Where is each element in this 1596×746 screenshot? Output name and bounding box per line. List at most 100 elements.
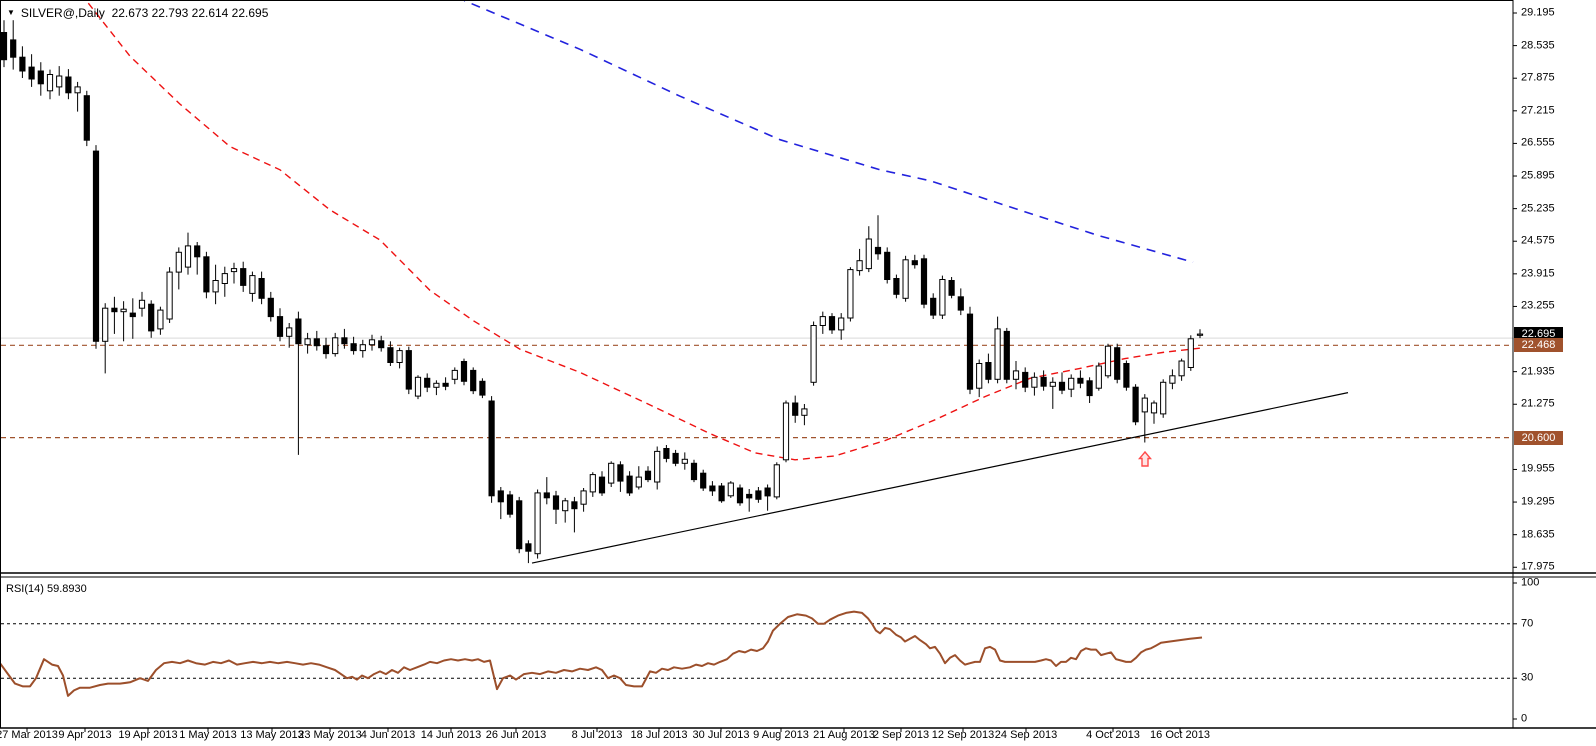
candle-body-bear [424, 377, 431, 388]
candle-body-bull [994, 328, 1001, 380]
candle-body-bull [681, 458, 688, 464]
candle-body-bull [46, 74, 54, 92]
candle-body-bull [1031, 376, 1038, 388]
candle-body-bear [663, 448, 670, 459]
candle-body-bear [1114, 347, 1121, 380]
candle-body-bull [782, 402, 790, 461]
candle-body-bull [56, 75, 63, 88]
candle-body-bull [230, 268, 238, 273]
candle-body-bull [249, 275, 256, 294]
candle-body-bull [1160, 381, 1167, 415]
candle-body-bear [911, 260, 918, 266]
candle-body-bear [552, 495, 560, 510]
candle-body-bear [957, 296, 964, 311]
candle-body-bear [111, 307, 118, 313]
candle-body-bear [276, 316, 284, 337]
candle-body-bull [1141, 397, 1148, 413]
candle-body-bull [1012, 370, 1020, 380]
candle-body-bear [617, 464, 624, 482]
candle-body-bear [313, 338, 320, 347]
candle-body-bull [1095, 365, 1102, 389]
candle-body-bull [810, 325, 817, 383]
support-trendline [531, 392, 1349, 564]
candle-body-bull [865, 238, 872, 270]
candle-body-bear [543, 492, 550, 499]
candle-body-bear [516, 500, 523, 550]
candle-body-bear [470, 369, 477, 392]
candle-body-bear [1077, 377, 1084, 384]
candle-body-bull [74, 86, 81, 94]
candle-body-bull [120, 308, 127, 313]
candle-body-bear [598, 476, 606, 494]
candle-body-bull [359, 344, 366, 352]
candle-body-bear [488, 400, 495, 497]
candle-body-bear [985, 362, 992, 380]
candle-body-bear [893, 278, 900, 295]
ma-slow-blue-line [463, 1, 1194, 263]
candle-body-bull [635, 476, 642, 488]
candle-body-bull [1049, 381, 1056, 387]
candle-body-bull [332, 337, 339, 355]
candle-body-bull [1169, 375, 1176, 384]
candle-body-bull [838, 317, 845, 331]
candle-body-bear [506, 494, 514, 515]
candle-body-bear [764, 487, 771, 497]
candle-body-bull [433, 382, 440, 388]
candle-body-bull [414, 376, 422, 397]
candle-body-bear [948, 280, 955, 296]
candle-body-bull [847, 269, 854, 319]
candle-body-bear [571, 501, 578, 510]
candle-body-bull [166, 271, 173, 320]
candle-body-bear [792, 402, 799, 416]
candle-body-bear [92, 150, 100, 342]
candle-body-bear [700, 472, 707, 489]
candle-body-bear [755, 490, 762, 500]
candle-body-bear [10, 39, 17, 58]
candles-layer [1, 20, 1204, 564]
candle-body-bear [460, 361, 468, 382]
candle-body-bull [976, 363, 983, 389]
candle-body-bear [828, 316, 836, 331]
candle-body-bear [718, 485, 725, 502]
candle-body-bear [746, 493, 753, 499]
ma-fast-red-line [85, 1, 1201, 461]
candle-body-bear [1132, 386, 1139, 423]
candle-body-bear [672, 452, 679, 464]
candle-body-bear [387, 347, 394, 364]
candle-body-bull [451, 369, 458, 380]
candle-body-bull [773, 464, 780, 498]
candle-body-bear [884, 251, 891, 281]
candle-body-bull [184, 245, 192, 268]
candle-body-bull [580, 490, 587, 505]
candle-body-bear [341, 337, 348, 345]
candle-body-bear [479, 380, 486, 396]
candle-body-bull [589, 474, 596, 493]
candle-body-bear [240, 268, 247, 286]
candle-body-bear [203, 256, 210, 293]
candle-body-bear [626, 475, 633, 494]
candle-body-bear [322, 345, 330, 355]
candle-body-bull [1178, 360, 1185, 377]
candle-body-bull [727, 482, 734, 497]
candle-body-bear [194, 245, 201, 258]
candle-body-bull [138, 299, 146, 309]
candle-body-bear [258, 278, 265, 299]
candle-body-bear [65, 76, 72, 94]
candle-body-bear [497, 490, 504, 503]
candle-body-bull [368, 339, 376, 346]
candle-body-bear [690, 462, 698, 481]
candle-body-bull [1196, 333, 1204, 336]
candle-body-bear [1058, 381, 1066, 391]
candle-body-bull [801, 408, 808, 416]
candle-body-bull [856, 260, 863, 272]
candle-body-bear [405, 350, 412, 390]
candle-body-bear [1123, 363, 1130, 388]
candle-body-bull [286, 327, 293, 337]
candle-body-bear [1022, 371, 1029, 388]
candle-body-bear [1086, 380, 1093, 397]
candle-body-bull [175, 251, 182, 273]
candle-body-bear [1040, 376, 1047, 387]
candle-body-bull [396, 350, 403, 364]
